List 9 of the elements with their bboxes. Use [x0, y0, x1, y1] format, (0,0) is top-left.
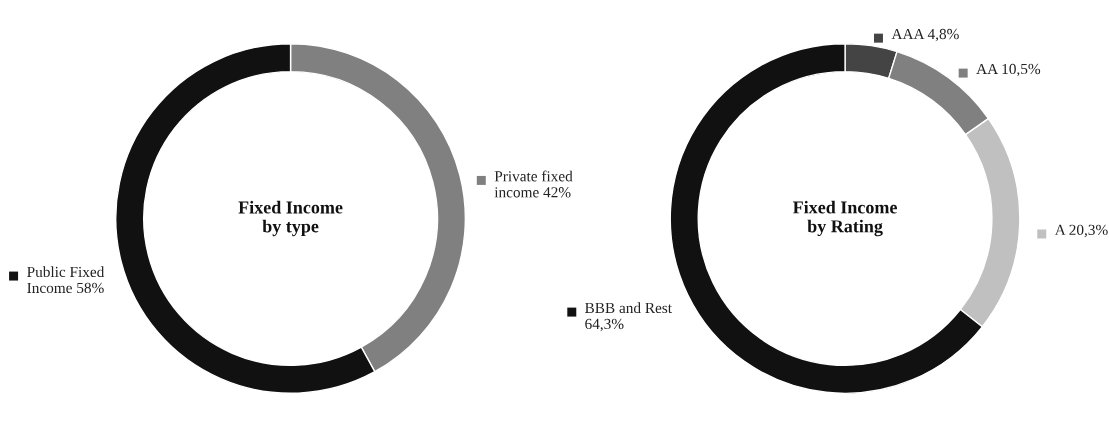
text: Fixed Income by type — [238, 200, 343, 237]
text: Fixed Income by Rating — [792, 200, 897, 237]
legend-label: AAA 4,8% — [891, 28, 959, 42]
legend-label: A 20,3% — [1054, 224, 1108, 238]
data-label: 64,3% — [585, 318, 624, 332]
legend-label: AA 10,5% — [976, 63, 1041, 77]
legend-label: Public Fixed Income 58% — [27, 266, 105, 294]
legend-label: Private fixed income 42% — [494, 170, 573, 198]
legend-label: BBB and Rest — [585, 302, 672, 314]
